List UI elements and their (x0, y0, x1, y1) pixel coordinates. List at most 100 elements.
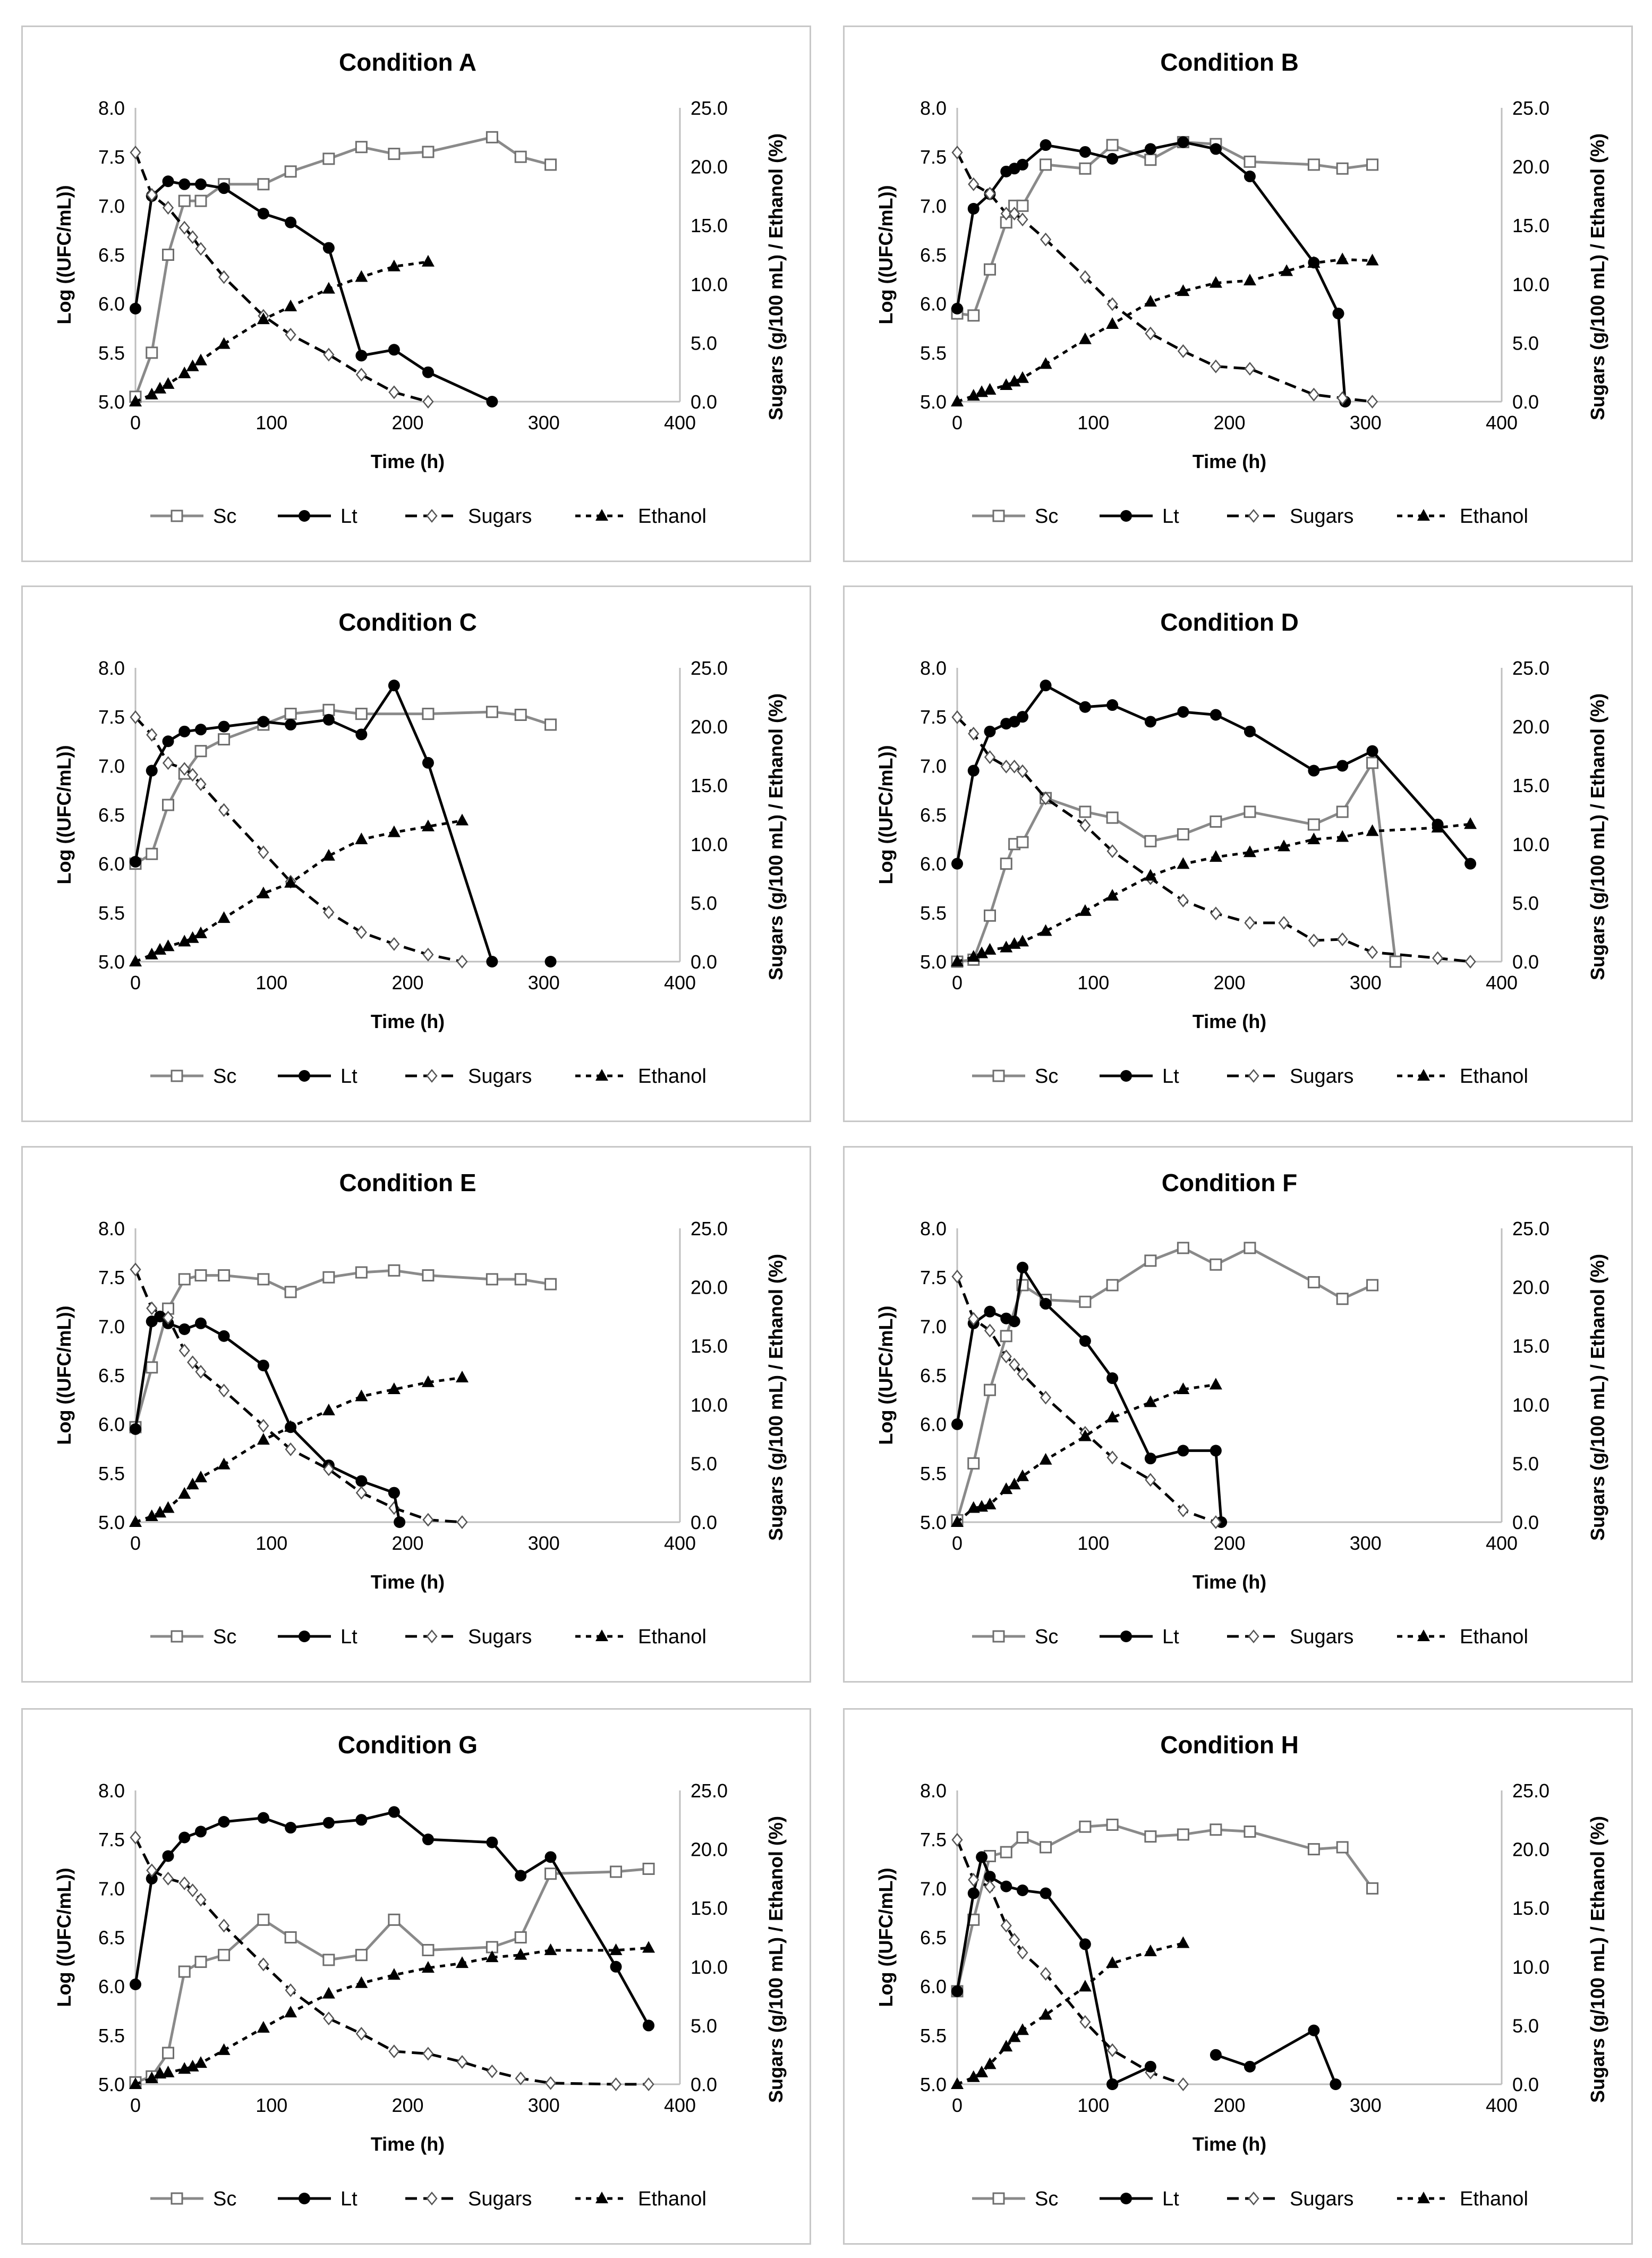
y-right-tick-label: 25.0 (1512, 97, 1549, 119)
data-point-sc (322, 1271, 335, 1284)
data-point-lt (1308, 765, 1320, 777)
data-point-ethanol (355, 1976, 368, 1988)
data-point-sc (1366, 757, 1379, 769)
y-right-axis-title: Sugars (g/100 mL) / Ethanol (%) (1587, 133, 1608, 420)
data-point-sugars (968, 177, 980, 191)
data-point-lt (1177, 1445, 1189, 1457)
data-point-ethanol (456, 813, 469, 826)
data-point-lt (257, 1812, 269, 1824)
data-point-sc (1144, 1254, 1157, 1267)
data-point-sc (1244, 1825, 1256, 1838)
data-point-sc (642, 1862, 655, 1875)
data-point-lt (1244, 725, 1256, 737)
series-line-ethanol (135, 1946, 649, 2086)
data-point-ethanol (1464, 817, 1477, 829)
chart-svg-e: Condition E 0 100 200 300 400 5.0 5.5 6.0 6.5 7.0 7… (53, 1169, 787, 1648)
data-point-sc (146, 1361, 158, 1374)
data-point-ethanol (1078, 1980, 1092, 1992)
y-left-tick-label: 6.0 (920, 293, 947, 315)
data-point-lt (146, 765, 158, 777)
data-point-lt (984, 1305, 996, 1318)
data-point-lt (1079, 701, 1091, 713)
data-point-lt (322, 714, 335, 726)
data-point-sugars (218, 803, 230, 817)
data-point-sc (1307, 1276, 1320, 1288)
legend-marker-sugars (1248, 2192, 1259, 2205)
x-tick-label: 0 (130, 972, 141, 994)
y-right-axis-title: Sugars (g/100 mL) / Ethanol (%) (765, 693, 787, 980)
y-left-axis-title: Log ((UFC/mL)) (875, 1868, 897, 2007)
data-point-sugars (1079, 818, 1091, 833)
y-right-tick-label: 0.0 (691, 1512, 717, 1533)
data-point-sugars (1106, 2043, 1118, 2057)
chart-svg-f: Condition F 0 100 200 300 400 5.0 5.5 6.0 6.5 7.0 7… (875, 1169, 1608, 1648)
y-left-tick-label: 7.0 (98, 1878, 125, 1899)
data-point-ethanol (186, 931, 199, 943)
y-left-axis-title: Log ((UFC/mL)) (875, 745, 897, 885)
data-point-sugars (968, 1312, 980, 1326)
data-point-ethanol (951, 2077, 964, 2089)
y-right-tick-label: 10.0 (1512, 1394, 1549, 1416)
data-point-lt (984, 1871, 996, 1883)
data-point-sc (162, 249, 174, 261)
data-point-lt (1144, 1453, 1156, 1465)
y-left-axis-title: Log ((UFC/mL)) (875, 1306, 897, 1445)
data-point-ethanol (1209, 1378, 1222, 1390)
data-point-sc (257, 1913, 270, 1926)
y-right-tick-label: 0.0 (691, 2074, 717, 2095)
series-sugars (130, 710, 468, 969)
legend-marker-ethanol (1417, 1629, 1430, 1641)
data-point-sc (486, 1273, 498, 1286)
data-point-ethanol (194, 2056, 207, 2068)
data-point-sugars (422, 947, 434, 962)
x-tick-label: 200 (1213, 2094, 1245, 2116)
data-point-ethanol (951, 1515, 964, 1527)
x-tick-label: 300 (1350, 972, 1382, 994)
data-point-ethanol (322, 1403, 335, 1415)
data-point-lt-seg3 (1330, 2078, 1342, 2090)
y-right-tick-label: 25.0 (691, 1780, 728, 1802)
data-point-sc (322, 152, 335, 165)
data-point-ethanol (355, 832, 368, 844)
legend-label-sugars: Sugars (1290, 505, 1353, 528)
data-point-sc (1000, 1846, 1012, 1858)
legend-label-sc: Sc (1035, 505, 1058, 528)
legend-label-sc: Sc (1035, 2188, 1058, 2210)
y-left-tick-label: 6.5 (98, 1927, 125, 1949)
data-point-sc (284, 1286, 297, 1298)
y-left-tick-label: 7.5 (920, 706, 947, 728)
data-point-sc (422, 1269, 435, 1281)
data-point-sc (322, 703, 335, 716)
data-point-sc (422, 146, 435, 158)
y-left-tick-label: 6.5 (98, 1365, 125, 1387)
y-left-tick-label: 5.0 (98, 951, 125, 973)
data-point-sc (218, 1949, 231, 1962)
data-point-sc (1016, 836, 1029, 848)
data-point-sugars (195, 1892, 207, 1907)
data-point-sugars (187, 1355, 199, 1370)
chart-panel-f: Condition F 0 100 200 300 400 5.0 5.5 6.0 6.5 7.0 7… (843, 1146, 1633, 1683)
data-point-sugars (355, 368, 367, 382)
data-point-ethanol (1000, 378, 1013, 391)
data-point-sc (1177, 828, 1189, 841)
data-point-lt (422, 1833, 434, 1846)
data-point-lt-drop (388, 1487, 400, 1499)
y-left-tick-label: 6.0 (98, 293, 125, 315)
data-point-lt (610, 1960, 622, 1973)
data-point-sugars (285, 327, 296, 342)
data-point-lt (146, 1872, 158, 1885)
data-point-sc (257, 178, 270, 191)
data-point-sugars (1177, 344, 1189, 358)
legend-marker-lt (1120, 1631, 1132, 1642)
series-lt (130, 175, 498, 408)
data-point-sugars (285, 1442, 296, 1456)
data-point-ethanol (257, 312, 270, 325)
legend-marker-sc (171, 1069, 183, 1082)
x-tick-label: 400 (664, 972, 696, 994)
data-point-ethanol (1177, 857, 1190, 869)
y-right-tick-label: 5.0 (691, 2015, 717, 2036)
data-point-ethanol (609, 1943, 623, 1955)
data-point-lt (178, 1831, 191, 1844)
x-axis-title: Time (h) (371, 1011, 445, 1032)
y-left-tick-label: 7.0 (98, 1315, 125, 1337)
